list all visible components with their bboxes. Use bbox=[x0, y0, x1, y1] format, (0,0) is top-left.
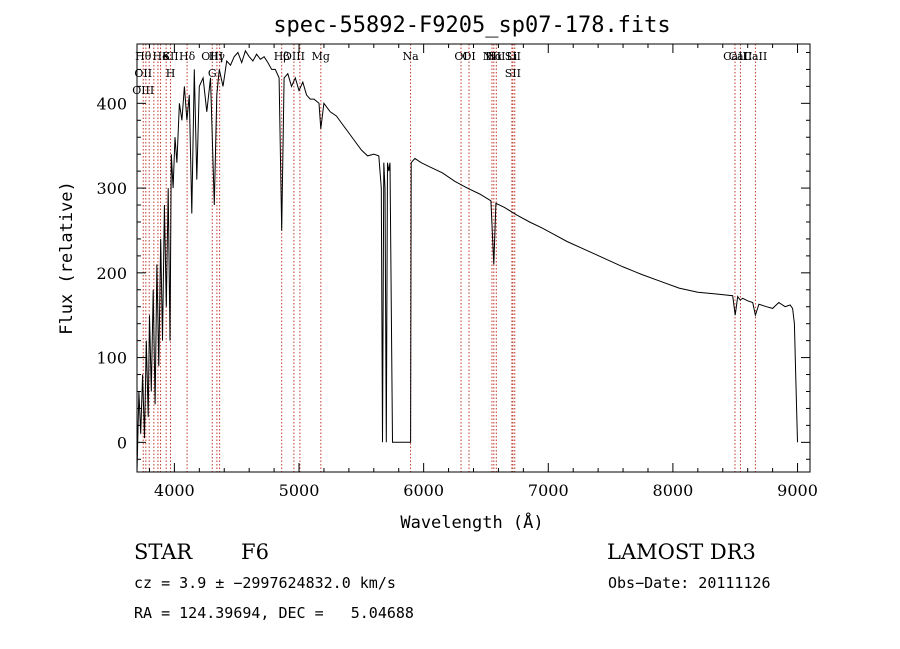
line-label: Hγ bbox=[209, 50, 226, 63]
y-axis-label: Flux (relative) bbox=[57, 181, 77, 335]
x-tick-label: 6000 bbox=[403, 481, 444, 500]
x-tick-label: 9000 bbox=[777, 481, 818, 500]
line-label: OIII bbox=[132, 84, 154, 97]
y-tick-label: 0 bbox=[117, 433, 127, 452]
x-axis: 4000 5000 6000 7000 8000 9000 bbox=[148, 44, 818, 500]
line-label: Mg bbox=[312, 50, 330, 63]
y-tick-label: 100 bbox=[96, 349, 127, 368]
line-label: Hδ bbox=[179, 50, 196, 63]
coordinates: RA = 124.39694, DEC = 5.04688 bbox=[134, 604, 414, 622]
line-label: He bbox=[153, 50, 169, 63]
x-tick-label: 8000 bbox=[653, 481, 694, 500]
line-label: OI bbox=[454, 50, 467, 63]
line-label: CaII bbox=[729, 50, 753, 63]
line-label: H bbox=[166, 67, 176, 80]
x-tick-label: 4000 bbox=[154, 481, 195, 500]
line-label: K bbox=[162, 50, 171, 63]
line-label: NII bbox=[487, 50, 505, 63]
plot-frame bbox=[136, 43, 811, 473]
redshift-velocity: cz = 3.9 ± −2997624832.0 km/s bbox=[134, 574, 396, 592]
line-label: OI bbox=[462, 50, 475, 63]
line-label: Li bbox=[506, 50, 517, 63]
line-label: CaII bbox=[723, 50, 747, 63]
line-label: Hβ bbox=[274, 50, 290, 63]
spectrum-series-line bbox=[136, 49, 798, 473]
line-label: Na bbox=[402, 50, 419, 63]
x-tick-label: 5000 bbox=[279, 481, 320, 500]
line-label: OIII bbox=[283, 50, 305, 63]
y-tick-label: 300 bbox=[96, 179, 127, 198]
spectral-line-markers bbox=[142, 44, 756, 472]
survey-name: LAMOST DR3 bbox=[607, 540, 756, 564]
object-subclass: F6 bbox=[241, 540, 269, 564]
x-axis-label: Wavelength (Å) bbox=[400, 511, 543, 533]
y-tick-label: 200 bbox=[96, 264, 127, 283]
line-label: Hθ bbox=[135, 50, 152, 63]
line-label: SII bbox=[162, 50, 178, 63]
line-label: G bbox=[208, 67, 217, 80]
x-tick-label: 7000 bbox=[528, 481, 569, 500]
line-label: SII bbox=[505, 50, 521, 63]
observation-date: Obs−Date: 20111126 bbox=[608, 574, 771, 592]
y-axis: 0 100 200 300 400 bbox=[96, 51, 810, 460]
object-type: STAR bbox=[134, 540, 193, 564]
chart-title: spec-55892-F9205_sp07-178.fits bbox=[273, 13, 670, 38]
line-label: OII bbox=[134, 67, 152, 80]
y-tick-label: 400 bbox=[96, 94, 127, 113]
line-label: CaII bbox=[744, 50, 768, 63]
line-label: OIII bbox=[201, 50, 223, 63]
line-label: SII bbox=[505, 67, 521, 80]
line-label: NII bbox=[483, 50, 501, 63]
line-label: Hα bbox=[485, 50, 503, 63]
